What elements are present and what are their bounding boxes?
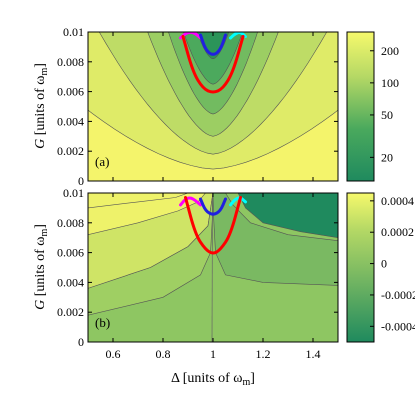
colorbar-tick-label: 20	[381, 150, 393, 164]
colorbar-tick-label: -0.0002	[381, 288, 415, 302]
colorbar-tick-label: 50	[381, 108, 393, 122]
panel-a-colorbar	[346, 31, 375, 182]
panel-b: 0 0.002 0.004 0.006 0.008 0.01 0.6 0.8 1 1.2 1.4 (…	[57, 186, 415, 361]
boundary-curve-1	[199, 197, 227, 216]
panel-a-label: (a)	[95, 154, 109, 169]
panel-b-label: (b)	[95, 315, 110, 330]
region-6	[237, 193, 338, 239]
y-tick-label: 0.004	[57, 275, 84, 289]
x-tick-label: 1.4	[306, 347, 321, 361]
y-tick-label: 0	[78, 335, 84, 349]
boundary-curve-3	[181, 35, 245, 94]
resonance-line	[211, 193, 213, 342]
boundary-curve-2	[229, 32, 247, 40]
y-tick-label: 0.008	[57, 216, 84, 230]
colorbar-tick-label: 100	[381, 76, 399, 90]
y-tick-label: 0.004	[57, 114, 84, 128]
x-axis-label: Δ [units of ωm]	[171, 371, 255, 388]
y-tick-label: 0.01	[63, 186, 84, 200]
panel-b-colorbar	[346, 192, 375, 343]
y-tick-label: 0.002	[57, 144, 84, 158]
panel-a-y-axis-label: G [units of ωm]	[33, 63, 50, 149]
boundary-curve-1	[199, 33, 227, 56]
colorbar-tick-label: 200	[381, 44, 399, 58]
boundary-curve-0	[179, 196, 202, 207]
y-tick-label: 0.002	[57, 305, 84, 319]
colorbar-tick-label: 0.0002	[381, 225, 414, 239]
y-tick-label: 0.006	[57, 246, 84, 260]
x-tick-label: 1	[210, 347, 216, 361]
colorbar-tick-label: -0.0004	[381, 319, 415, 333]
panel-b-colorbar-ticks: 0.0004 0.0002 0 -0.0002 -0.0004	[370, 194, 415, 333]
boundary-curve-2	[229, 196, 247, 207]
y-tick-label: 0.01	[63, 25, 84, 39]
x-tick-label: 1.2	[256, 347, 271, 361]
panel-a-axes: 0 0.002 0.004 0.006 0.008 0.01	[57, 25, 338, 188]
panel-b-axes: 0 0.002 0.004 0.006 0.008 0.01 0.6 0.8 1 1.2 1.4	[57, 186, 338, 361]
x-tick-label: 0.6	[106, 347, 121, 361]
panel-a: 0 0.002 0.004 0.006 0.008 0.01 (a) 200 100 50 20	[57, 25, 399, 188]
panel-b-contours	[88, 193, 338, 342]
x-tick-label: 0.8	[156, 347, 171, 361]
panel-a-contours	[88, 32, 338, 181]
y-tick-label: 0.006	[57, 85, 84, 99]
colorbar-tick-label: 0.0004	[381, 194, 414, 208]
panel-b-boundary-curves	[179, 196, 247, 255]
panel-a-colorbar-ticks: 200 100 50 20	[370, 44, 399, 164]
boundary-curve-3	[184, 196, 242, 255]
colorbar-tick-label: 0	[381, 257, 387, 271]
y-tick-label: 0	[78, 174, 84, 188]
panel-b-y-axis-label: G [units of ωm]	[33, 224, 50, 310]
y-tick-label: 0.008	[57, 55, 84, 69]
